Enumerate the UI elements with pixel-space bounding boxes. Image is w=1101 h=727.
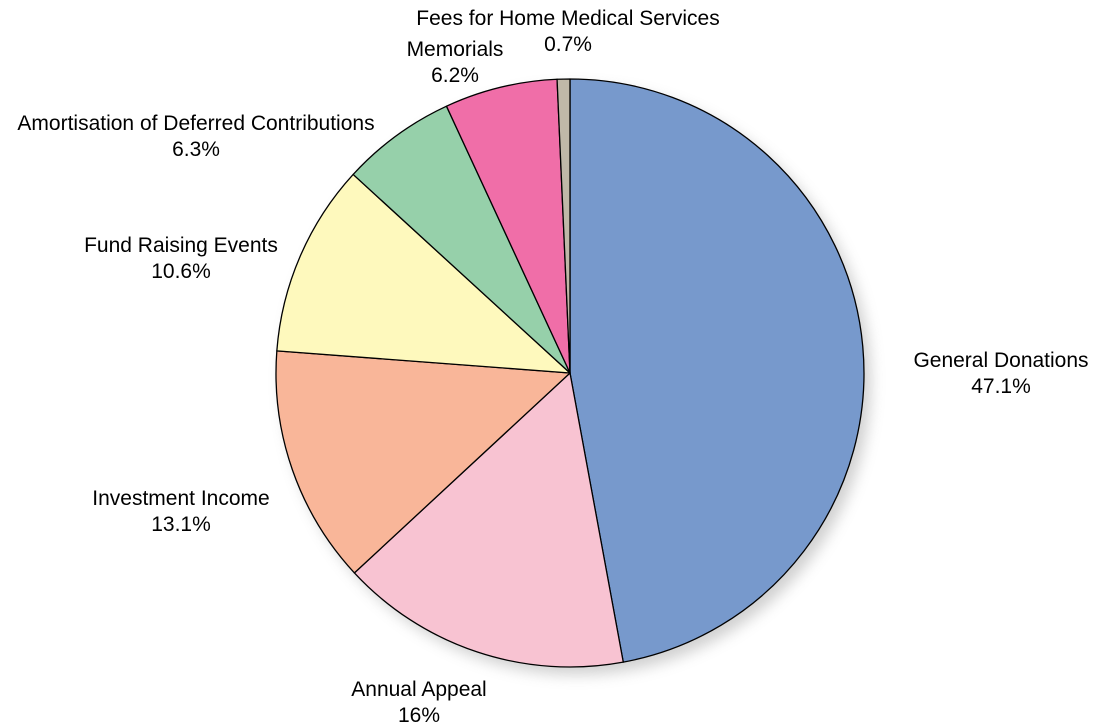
- pie-labels: General Donations 47.1% Annual Appeal 16% In…: [17, 7, 1088, 727]
- slice-value-label: 10.6%: [151, 260, 211, 283]
- pie-slice-amortisation-of-deferred-contributions: [352, 105, 571, 374]
- pie-slice-memorials: [445, 78, 571, 374]
- slice-value-label: 0.7%: [544, 33, 592, 56]
- slice-value-label: 6.2%: [431, 64, 479, 87]
- slice-label: Fees for Home Medical Services: [416, 7, 719, 30]
- slice-label: Amortisation of Deferred Contributions: [17, 112, 374, 135]
- pie-slice-fund-raising-events: [276, 173, 571, 374]
- pie-slices: [275, 78, 865, 668]
- slice-label: General Donations: [913, 349, 1088, 372]
- slice-value-label: 47.1%: [971, 375, 1031, 398]
- slice-label: Investment Income: [92, 487, 269, 510]
- slice-label: Memorials: [407, 38, 504, 61]
- pie-slice-fees-for-home-medical-services: [556, 78, 571, 374]
- slice-label: Annual Appeal: [351, 678, 486, 701]
- slice-value-label: 13.1%: [151, 513, 211, 536]
- slice-value-label: 6.3%: [172, 138, 220, 161]
- pie-slice-general-donations: [569, 78, 865, 663]
- pie-slice-investment-income: [275, 350, 571, 574]
- slice-value-label: 16%: [398, 704, 440, 727]
- pie-slice-annual-appeal: [353, 372, 624, 668]
- slice-label: Fund Raising Events: [84, 234, 278, 257]
